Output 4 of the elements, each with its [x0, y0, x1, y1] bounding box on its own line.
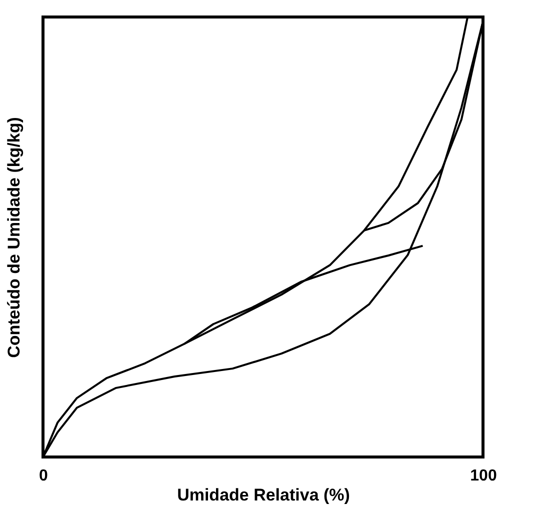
y-axis-title: Conteúdo de Umidade (kg/kg): [4, 117, 24, 358]
x-tick-label: 0: [39, 468, 48, 484]
x-axis-title: Umidade Relativa (%): [177, 486, 350, 504]
x-tick-label: 100: [470, 468, 497, 484]
